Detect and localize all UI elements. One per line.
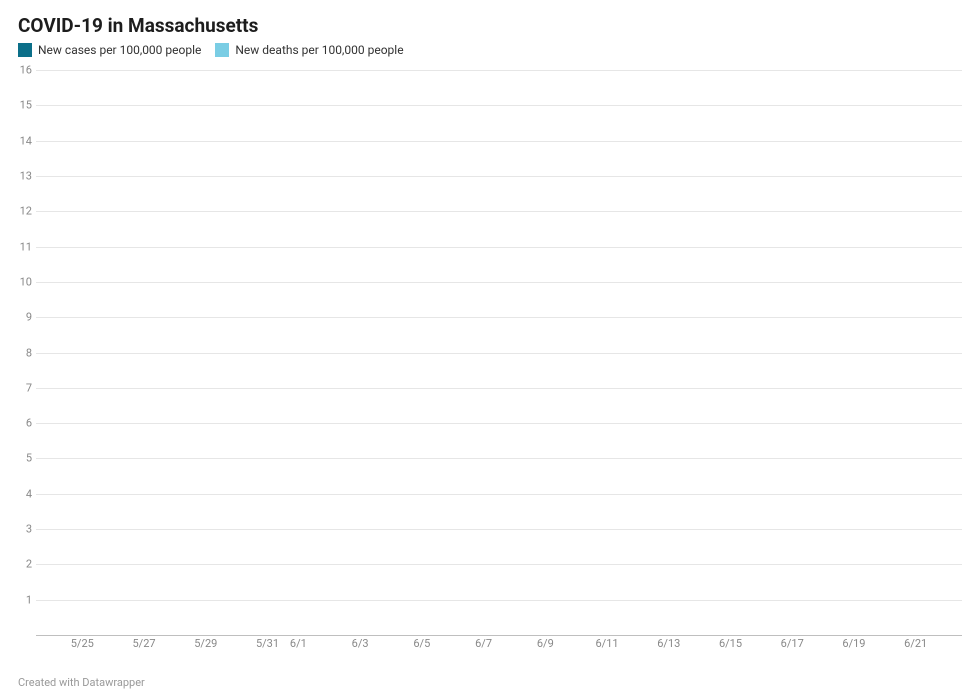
y-tick-label: 2: [14, 558, 32, 571]
legend: New cases per 100,000 people New deaths p…: [18, 43, 962, 57]
y-tick-label: 3: [14, 523, 32, 536]
y-tick-label: 4: [14, 487, 32, 500]
gridline: [36, 282, 962, 283]
y-tick-label: 13: [14, 169, 32, 182]
x-tick-label: 6/17: [781, 637, 804, 650]
x-tick-label: 6/7: [475, 637, 492, 650]
y-tick-label: 5: [14, 452, 32, 465]
x-axis-labels: 5/25 5/27 5/29 5/31 6/1 6/3 6/5 6/7 6/9 6/11 6/13 6…: [36, 637, 962, 653]
y-tick-label: 7: [14, 381, 32, 394]
gridline: [36, 247, 962, 248]
x-tick-label: 6/3: [352, 637, 369, 650]
x-tick-label: 5/31: [256, 637, 279, 650]
gridline: [36, 423, 962, 424]
legend-item: New cases per 100,000 people: [18, 43, 201, 57]
legend-swatch: [18, 43, 32, 57]
x-tick-label: 6/13: [657, 637, 680, 650]
gridline: [36, 458, 962, 459]
legend-label: New deaths per 100,000 people: [235, 43, 403, 57]
gridline: [36, 211, 962, 212]
x-tick-label: 5/27: [132, 637, 155, 650]
x-tick-label: 6/1: [290, 637, 307, 650]
credit-text: Created with Datawrapper: [18, 676, 145, 689]
gridline: [36, 70, 962, 71]
y-tick-label: 14: [14, 134, 32, 147]
y-tick-label: 15: [14, 99, 32, 112]
x-tick-label: 6/9: [537, 637, 554, 650]
gridline: [36, 141, 962, 142]
gridline: [36, 176, 962, 177]
y-tick-label: 16: [14, 64, 32, 77]
gridline: [36, 105, 962, 106]
y-tick-label: 1: [14, 593, 32, 606]
gridline: [36, 494, 962, 495]
x-tick-label: 5/29: [194, 637, 217, 650]
chart-container: COVID-19 in Massachusetts New cases per …: [0, 0, 980, 699]
x-tick-label: 6/15: [719, 637, 742, 650]
gridline: [36, 600, 962, 601]
x-tick-label: 6/21: [904, 637, 927, 650]
gridline: [36, 564, 962, 565]
x-tick-label: 6/5: [413, 637, 430, 650]
chart-area: 12345678910111213141516 5/25 5/27 5/29 5/31…: [36, 70, 962, 653]
legend-label: New cases per 100,000 people: [38, 43, 201, 57]
gridline: [36, 353, 962, 354]
plot-area: 12345678910111213141516: [36, 70, 962, 635]
x-tick-label: 6/11: [595, 637, 618, 650]
y-tick-label: 8: [14, 346, 32, 359]
y-tick-label: 12: [14, 205, 32, 218]
x-tick-label: 5/25: [71, 637, 94, 650]
y-tick-label: 6: [14, 417, 32, 430]
gridline: [36, 388, 962, 389]
gridline: [36, 317, 962, 318]
legend-swatch: [215, 43, 229, 57]
x-tick-label: 6/19: [842, 637, 865, 650]
legend-item: New deaths per 100,000 people: [215, 43, 403, 57]
chart-title: COVID-19 in Massachusetts: [18, 14, 962, 37]
y-tick-label: 11: [14, 240, 32, 253]
gridline: [36, 635, 962, 636]
y-tick-label: 10: [14, 275, 32, 288]
gridline: [36, 529, 962, 530]
y-tick-label: 9: [14, 311, 32, 324]
